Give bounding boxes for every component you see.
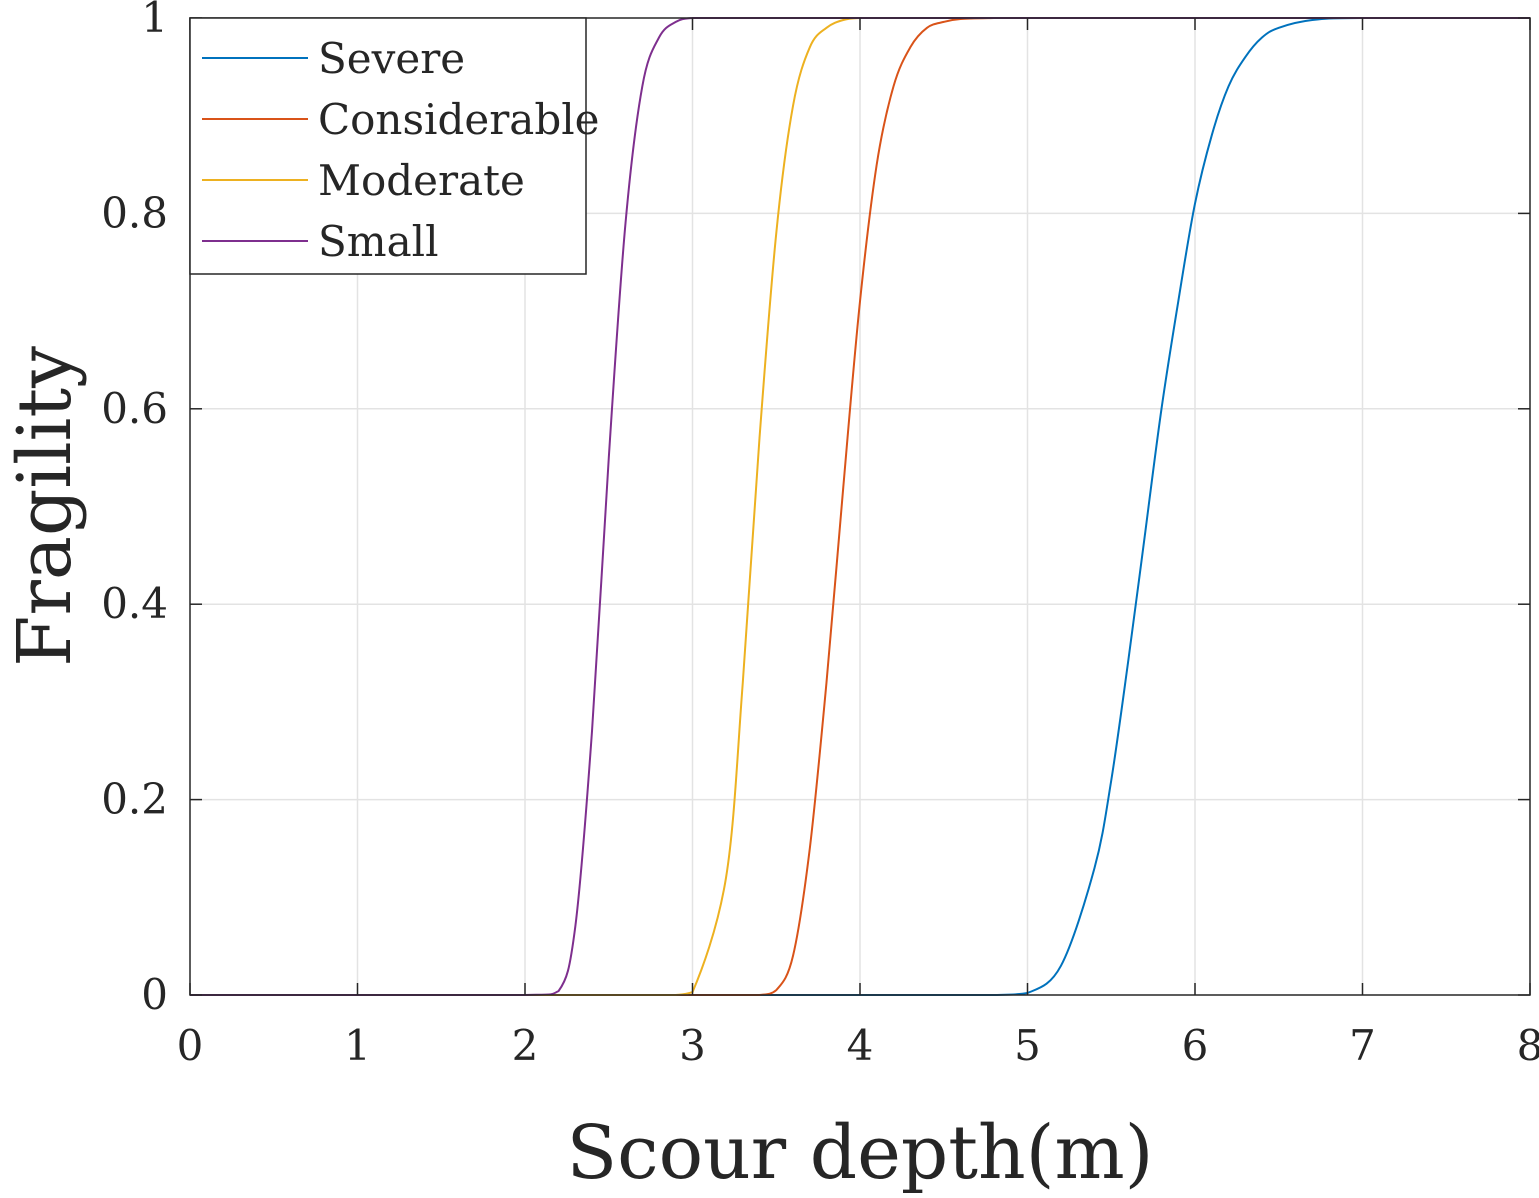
y-tick-label: 0.4 xyxy=(101,579,168,628)
x-tick-label: 1 xyxy=(344,1021,371,1070)
x-tick-label: 8 xyxy=(1517,1021,1539,1070)
y-tick-label: 1 xyxy=(141,0,168,42)
y-tick-label: 0.8 xyxy=(101,188,168,237)
x-tick-label: 0 xyxy=(177,1021,204,1070)
legend-label: Small xyxy=(318,217,439,266)
y-tick-label: 0.2 xyxy=(101,775,168,824)
legend-label: Severe xyxy=(318,34,465,83)
legend-label: Considerable xyxy=(318,95,600,144)
legend: Severe Considerable Moderate Small xyxy=(189,17,600,275)
x-tick-label: 6 xyxy=(1182,1021,1209,1070)
legend-label: Moderate xyxy=(318,156,525,205)
x-tick-label: 3 xyxy=(679,1021,706,1070)
x-tick-label: 7 xyxy=(1349,1021,1376,1070)
x-tick-label: 5 xyxy=(1014,1021,1041,1070)
x-tick-label: 4 xyxy=(847,1021,874,1070)
y-tick-label: 0.6 xyxy=(101,384,168,433)
y-axis-title: Fragility xyxy=(2,346,88,667)
x-axis-title: Scour depth(m) xyxy=(566,1110,1153,1193)
y-tick-label: 0 xyxy=(141,970,168,1019)
legend-box xyxy=(189,17,587,275)
x-tick-label: 2 xyxy=(512,1021,539,1070)
